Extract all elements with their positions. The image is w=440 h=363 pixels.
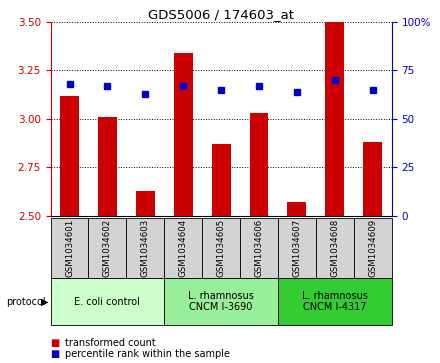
- Text: GSM1034601: GSM1034601: [65, 219, 74, 277]
- Bar: [363, 142, 382, 216]
- Text: GSM1034606: GSM1034606: [254, 219, 264, 277]
- Bar: [212, 144, 231, 216]
- Bar: [51, 218, 88, 278]
- Text: transformed count: transformed count: [65, 338, 156, 348]
- Text: ■: ■: [51, 349, 60, 359]
- Text: GSM1034605: GSM1034605: [216, 219, 226, 277]
- Bar: [316, 218, 354, 278]
- Text: GSM1034608: GSM1034608: [330, 219, 339, 277]
- Text: E. coli control: E. coli control: [74, 297, 140, 307]
- Bar: [126, 218, 164, 278]
- Bar: [278, 218, 316, 278]
- Text: GSM1034609: GSM1034609: [368, 219, 377, 277]
- Bar: [136, 191, 155, 216]
- Bar: [88, 218, 126, 278]
- Text: GSM1034602: GSM1034602: [103, 219, 112, 277]
- Bar: [60, 95, 79, 216]
- Bar: [287, 203, 306, 216]
- Text: GSM1034607: GSM1034607: [292, 219, 301, 277]
- Text: L. rhamnosus
CNCM I-3690: L. rhamnosus CNCM I-3690: [188, 291, 254, 313]
- Bar: [164, 218, 202, 278]
- Text: ■: ■: [51, 338, 60, 348]
- Bar: [164, 278, 278, 325]
- Text: GSM1034603: GSM1034603: [141, 219, 150, 277]
- Text: GSM1034604: GSM1034604: [179, 219, 188, 277]
- Text: protocol: protocol: [7, 297, 46, 307]
- Bar: [98, 117, 117, 216]
- Bar: [174, 53, 193, 216]
- Bar: [278, 278, 392, 325]
- Title: GDS5006 / 174603_at: GDS5006 / 174603_at: [148, 8, 294, 21]
- Bar: [51, 278, 164, 325]
- Bar: [354, 218, 392, 278]
- Bar: [202, 218, 240, 278]
- Bar: [325, 22, 344, 216]
- Text: L. rhamnosus
CNCM I-4317: L. rhamnosus CNCM I-4317: [302, 291, 368, 313]
- Bar: [240, 218, 278, 278]
- Text: ▶: ▶: [41, 297, 48, 307]
- Text: percentile rank within the sample: percentile rank within the sample: [65, 349, 230, 359]
- Bar: [249, 113, 268, 216]
